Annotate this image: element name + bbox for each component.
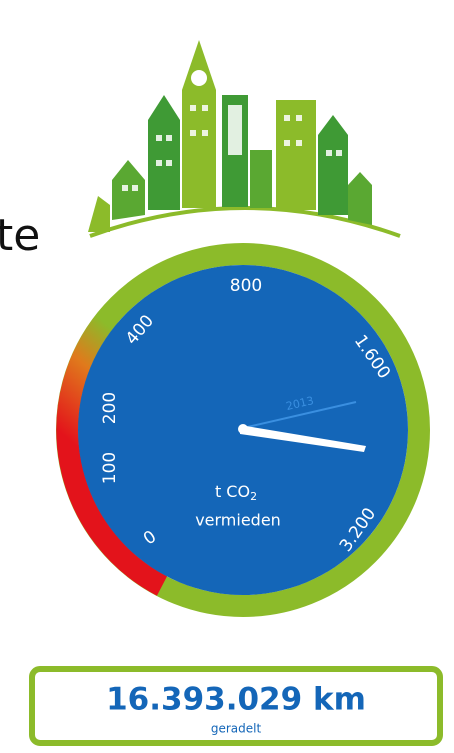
needle-hub xyxy=(238,424,248,434)
page: te 0 100 200 xyxy=(0,0,454,753)
widget: te 0 100 200 xyxy=(0,0,454,753)
gauge-caption: vermieden xyxy=(195,511,281,530)
skyline xyxy=(88,40,400,236)
tick-label: 800 xyxy=(230,276,262,296)
tick-label: 100 xyxy=(100,452,120,484)
unit-text: t CO xyxy=(215,482,250,501)
partial-text: te xyxy=(0,210,40,261)
counter-value: 16.393.029 km xyxy=(106,682,366,718)
tick-label: 200 xyxy=(100,392,120,424)
counter-caption: geradelt xyxy=(211,722,262,736)
unit-subscript: 2 xyxy=(250,490,257,503)
